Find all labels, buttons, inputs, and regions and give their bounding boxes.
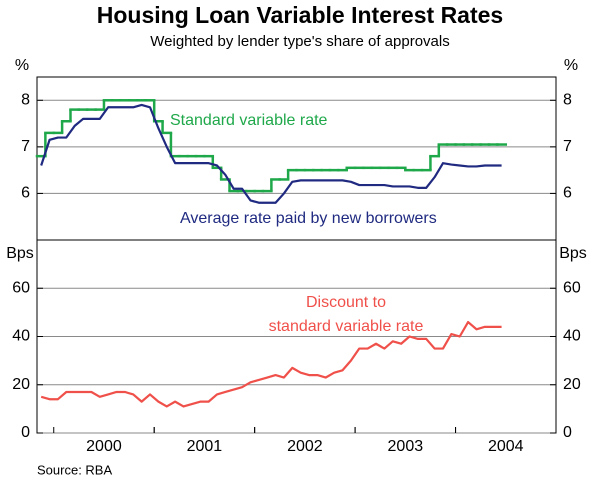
series-label: Standard variable rate — [170, 112, 328, 129]
y-tick-label: 40 — [12, 328, 30, 345]
y-tick-label: 60 — [563, 279, 581, 296]
y-tick-label: 60 — [12, 279, 30, 296]
series-label: Discount to — [306, 294, 386, 311]
series-label: Average rate paid by new borrowers — [180, 210, 437, 227]
series-line — [40, 103, 502, 204]
y-tick-label: 40 — [563, 328, 581, 345]
y-tick-label: 8 — [563, 92, 572, 109]
y-axis-label: % — [564, 57, 578, 74]
series-line — [40, 320, 502, 408]
y-tick-label: 6 — [21, 185, 30, 202]
y-tick-label: 7 — [21, 138, 30, 155]
chart-title: Housing Loan Variable Interest Rates — [97, 2, 503, 28]
x-tick-label: 2001 — [187, 438, 223, 455]
y-axis-label: Bps — [559, 245, 587, 262]
y-tick-label: 20 — [563, 376, 581, 393]
chart-subtitle: Weighted by lender type's share of appro… — [150, 33, 449, 50]
x-tick-label: 2000 — [86, 438, 122, 455]
series-label: standard variable rate — [269, 318, 424, 335]
y-tick-label: 0 — [563, 424, 572, 441]
y-tick-label: 8 — [21, 92, 30, 109]
y-axis-label: % — [15, 57, 29, 74]
y-tick-label: 7 — [563, 138, 572, 155]
frame — [36, 76, 557, 434]
x-tick-label: 2002 — [287, 438, 323, 455]
x-tick-label: 2004 — [488, 438, 524, 455]
y-tick-label: 0 — [21, 424, 30, 441]
y-axis-label: Bps — [6, 245, 34, 262]
source: Source: RBA — [37, 462, 112, 477]
y-tick-label: 20 — [12, 376, 30, 393]
x-tick-label: 2003 — [388, 438, 424, 455]
y-tick-label: 6 — [563, 185, 572, 202]
